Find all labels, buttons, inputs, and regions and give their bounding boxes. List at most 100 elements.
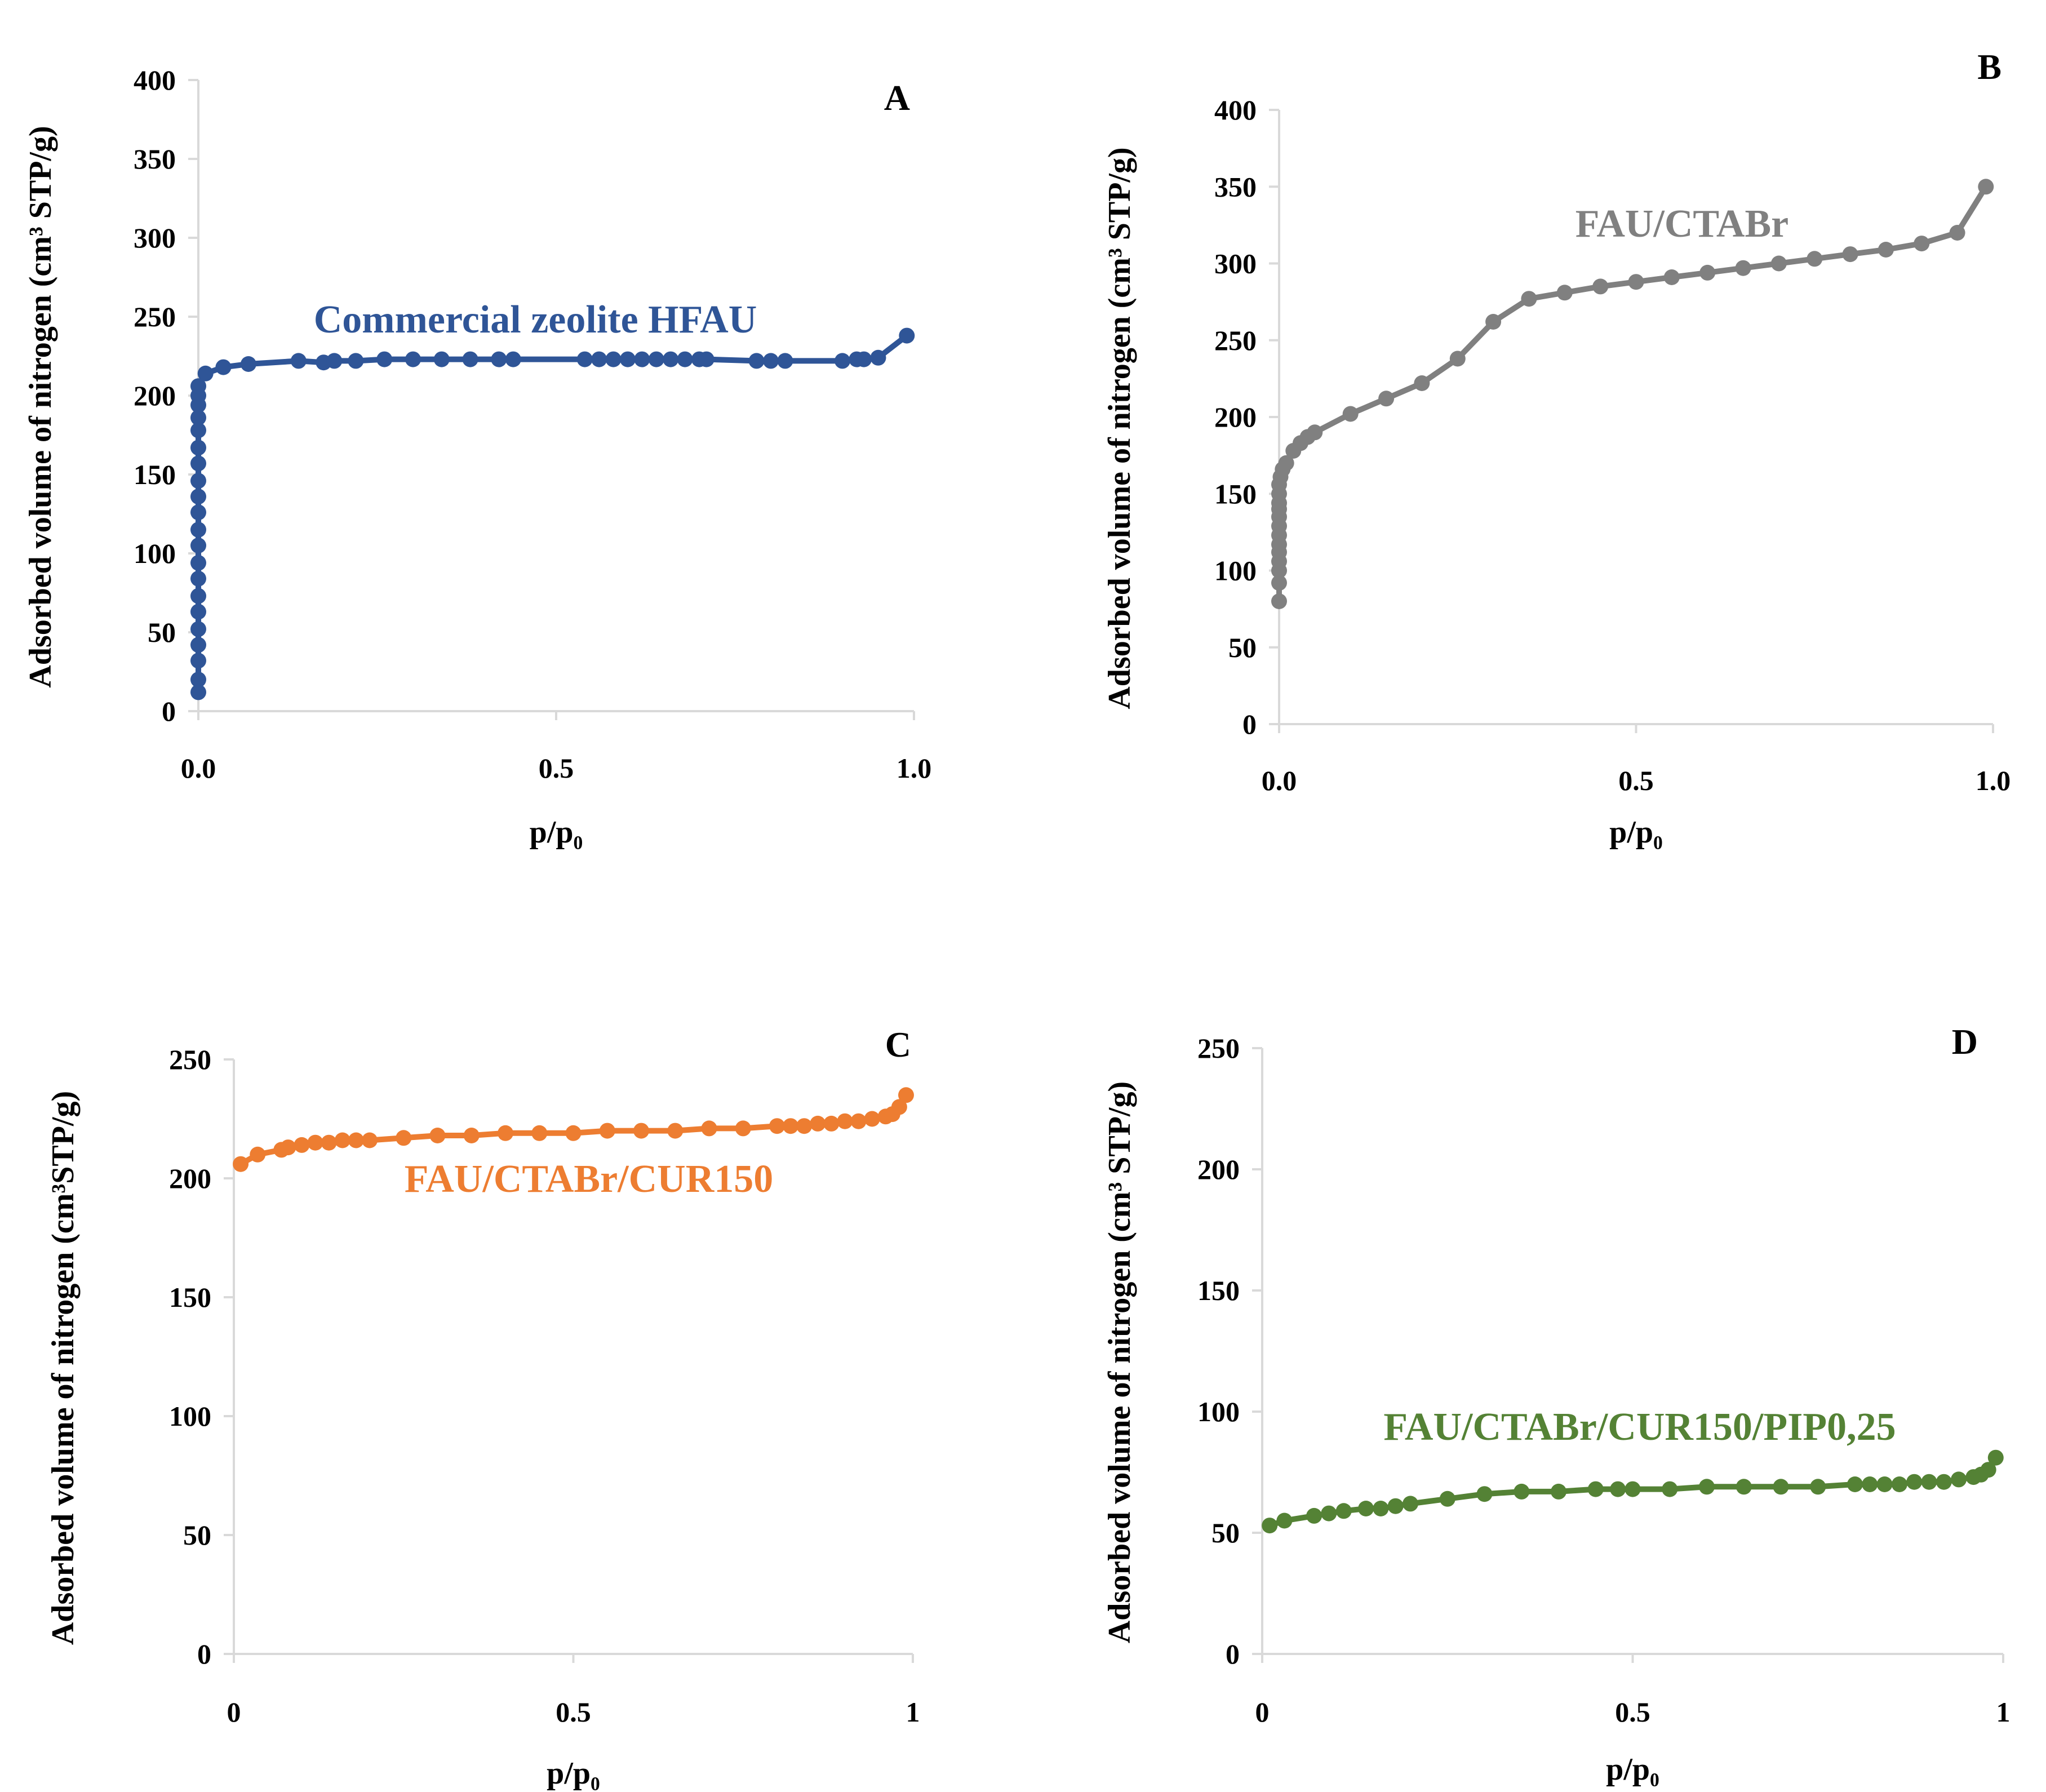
panel-b-data-point bbox=[1592, 278, 1609, 295]
panel-c-data-point bbox=[531, 1125, 548, 1141]
panel-c-y-tick-label: 150 bbox=[169, 1281, 211, 1313]
panel-b-data-point bbox=[1278, 455, 1294, 471]
panel-d-data-point bbox=[1387, 1498, 1404, 1514]
panel-c-data-point bbox=[565, 1125, 582, 1141]
panel-b-y-axis-title: Adsorbed volume of nitrogen (cm³ STP/g) bbox=[1102, 147, 1137, 709]
panel-d-data-point bbox=[1321, 1505, 1337, 1522]
panel-b-y-tick-label: 300 bbox=[1214, 248, 1257, 280]
panel-d-y-tick-label: 0 bbox=[1226, 1638, 1240, 1670]
panel-a-data-point bbox=[190, 538, 206, 553]
panel-a-data-point bbox=[290, 353, 307, 369]
panel-a-x-tick-label: 1.0 bbox=[896, 752, 932, 784]
panel-c-data-point bbox=[769, 1118, 785, 1134]
panel-a-y-tick-label: 350 bbox=[134, 143, 176, 175]
panel-a-y-tick-label: 0 bbox=[162, 695, 176, 727]
panel-a-data-point bbox=[190, 422, 206, 438]
panel-c-data-point bbox=[864, 1111, 880, 1127]
panel-b-data-point bbox=[1949, 225, 1965, 241]
panel-b-data-point bbox=[1735, 260, 1751, 276]
panel-a-data-point bbox=[326, 353, 343, 369]
panel-c-series-label: FAU/CTABr/CUR150 bbox=[405, 1157, 774, 1201]
panel-c-data-point bbox=[783, 1118, 799, 1134]
panel-a-y-tick-label: 100 bbox=[134, 538, 176, 569]
panel-a-data-point bbox=[190, 455, 206, 472]
panel-a-data-point bbox=[433, 351, 450, 367]
panel-a-data-point bbox=[190, 588, 206, 604]
panel-d-data-point bbox=[1306, 1507, 1322, 1524]
panel-c-data-point bbox=[233, 1156, 249, 1172]
panel-c-data-point bbox=[837, 1113, 853, 1129]
panel-a-y-tick-label: 150 bbox=[134, 459, 176, 490]
panel-a-data-point bbox=[576, 351, 593, 367]
panel-c-data-point bbox=[307, 1134, 323, 1151]
panel-b-data-point bbox=[1699, 264, 1716, 281]
panel-b-data-point bbox=[1307, 424, 1323, 441]
panel-d-data-point bbox=[1662, 1481, 1678, 1497]
panel-a-data-point bbox=[491, 351, 507, 367]
panel-a-data-point bbox=[190, 440, 206, 456]
panel-b-y-tick-label: 150 bbox=[1214, 478, 1257, 509]
panel-b-data-point bbox=[1978, 179, 1994, 195]
panel-b-data-point bbox=[1556, 285, 1573, 301]
panel-a-data-point bbox=[190, 522, 206, 538]
panel-a: 0 50 100 150 200 250 300 350 400 0.0 0.5 1.0 p/p₀ Ads… bbox=[23, 64, 931, 850]
panel-c-data-point bbox=[321, 1134, 337, 1151]
panel-a-y-tick-label: 400 bbox=[134, 64, 176, 96]
panel-a-data-point bbox=[215, 359, 232, 375]
panel-b-y-tick-label: 0 bbox=[1242, 708, 1257, 740]
panel-c-letter: C bbox=[885, 1024, 911, 1064]
panel-c-data-point bbox=[891, 1099, 907, 1115]
panel-d-data-point bbox=[1876, 1476, 1893, 1492]
panel-c-data-point bbox=[701, 1120, 717, 1137]
panel-d-letter: D bbox=[1952, 1022, 1978, 1062]
panel-a-data-point bbox=[748, 353, 765, 369]
panel-c-data-point bbox=[334, 1132, 350, 1148]
panel-d-data-point bbox=[1476, 1486, 1493, 1502]
panel-b-y-tick-label: 400 bbox=[1214, 94, 1257, 126]
panel-a-data-point bbox=[190, 489, 206, 505]
panel-a-y-tick-label: 250 bbox=[134, 301, 176, 332]
panel-b-data-point bbox=[1414, 375, 1430, 391]
panel-c-y-tick-label: 50 bbox=[183, 1519, 211, 1551]
panel-b-letter: B bbox=[1977, 47, 2001, 87]
panel-c-y-tick-label: 100 bbox=[169, 1400, 211, 1432]
panel-b-x-tick-label: 0.0 bbox=[1262, 765, 1297, 796]
panel-d-data-point bbox=[1951, 1471, 1967, 1488]
panel-c-y-axis-title: Adsorbed volume of nitrogen (cm³STP/g) bbox=[46, 1091, 81, 1645]
panel-b-y-tick-label: 350 bbox=[1214, 171, 1257, 202]
panel-d-data-point bbox=[1810, 1479, 1826, 1495]
panel-b-y-tick-label: 100 bbox=[1214, 555, 1257, 587]
panel-a-data-point bbox=[190, 604, 206, 620]
panel-b-data-point bbox=[1807, 251, 1823, 267]
panel-c-data-point bbox=[280, 1139, 296, 1156]
panel-a-data-point bbox=[505, 351, 521, 367]
panel-c-data-point bbox=[823, 1115, 840, 1132]
panel-d-data-point bbox=[1980, 1462, 1996, 1478]
panel-a-data-point bbox=[835, 353, 850, 369]
panel-c-data-point bbox=[850, 1113, 867, 1129]
panel-b-data-point bbox=[1628, 274, 1644, 290]
panel-b-data-point bbox=[1342, 406, 1359, 422]
panel-c-y-tick-label: 250 bbox=[169, 1044, 211, 1075]
panel-d-data-point bbox=[1403, 1496, 1418, 1512]
panel-a-y-tick-label: 200 bbox=[134, 380, 176, 411]
panel-b-data-point bbox=[1663, 269, 1680, 285]
panel-d-x-tick-label: 1 bbox=[1996, 1696, 2011, 1728]
panel-b-data-point bbox=[1521, 291, 1537, 307]
panel-d-x-tick-label: 0 bbox=[1255, 1696, 1270, 1728]
panel-c-data-point bbox=[396, 1130, 412, 1146]
panel-b-data-point bbox=[1485, 314, 1502, 330]
panel-a-data-point bbox=[698, 351, 714, 367]
panel-b-data-point bbox=[1770, 255, 1787, 272]
panel-d-data-point bbox=[1906, 1474, 1923, 1490]
panel-d: 0 50 100 150 200 250 0 0.5 1 p/p₀ Adsorbed volume … bbox=[1102, 1022, 2011, 1787]
panel-c-x-tick-label: 0.5 bbox=[556, 1696, 591, 1728]
panel-a-data-point bbox=[899, 327, 915, 344]
panel-a-y-tick-label: 300 bbox=[134, 222, 176, 254]
panel-d-data-point bbox=[1699, 1479, 1715, 1495]
panel-d-data-point bbox=[1262, 1518, 1278, 1534]
panel-a-data-point bbox=[777, 353, 793, 369]
panel-d-data-point bbox=[1773, 1479, 1789, 1495]
panel-b-x-axis-title: p/p₀ bbox=[1609, 815, 1663, 850]
